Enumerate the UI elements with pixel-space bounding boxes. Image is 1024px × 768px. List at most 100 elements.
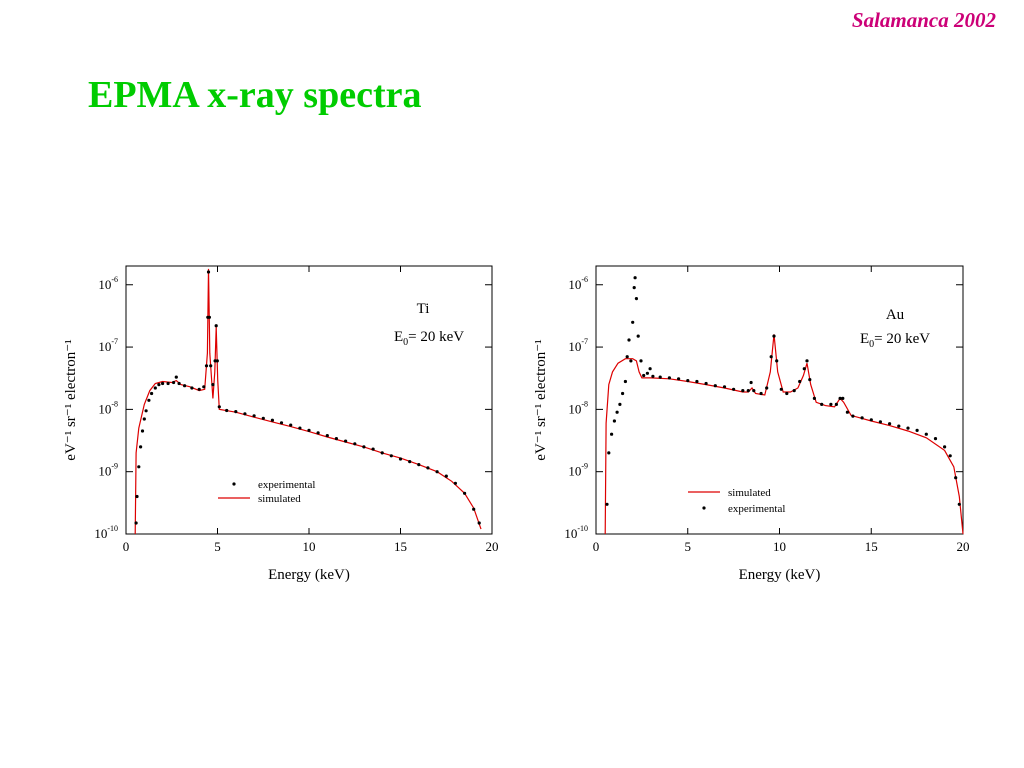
y-tick-label: 10-7 (568, 337, 588, 354)
experimental-data-point (615, 410, 619, 414)
experimental-data-point (279, 421, 284, 425)
experimental-data-point (805, 359, 809, 363)
experimental-data-point (722, 385, 727, 389)
plot-frame (595, 265, 964, 535)
experimental-data-point (820, 402, 824, 406)
experimental-data-point (211, 383, 215, 387)
experimental-data-point (632, 286, 636, 290)
beam-energy-label: E0= 20 keV (860, 331, 930, 350)
spectrum-chart-ti: 0 5 10 15 20 10-10 10-9 10-8 10-7 10-6 Energy (keV… (63, 265, 499, 583)
experimental-data-point (897, 424, 901, 428)
experimental-data-point (144, 409, 148, 413)
experimental-data-point (625, 355, 629, 359)
experimental-data-point (139, 445, 143, 449)
experimental-data-point (206, 270, 211, 274)
experimental-data-point (177, 381, 181, 386)
experimental-data-point (851, 414, 855, 418)
x-tick-label: 0 (593, 539, 600, 554)
experimental-data-point (174, 375, 178, 379)
experimental-data-point (142, 417, 146, 421)
experimental-data-point (153, 386, 157, 390)
experimental-data-point (808, 378, 812, 382)
experimental-data-point (398, 457, 403, 461)
y-tick-label: 10-8 (568, 399, 588, 416)
experimental-data-point (137, 465, 141, 469)
experimental-data-point (785, 391, 789, 396)
experimental-data-point (792, 389, 796, 393)
experimental-data-point (334, 437, 338, 441)
experimental-data-point (463, 491, 467, 495)
y-tick-label: 10-10 (564, 524, 588, 541)
experimental-data-point (252, 414, 256, 418)
experimental-data-point (695, 379, 699, 384)
experimental-data-point (957, 502, 961, 506)
experimental-data-point (749, 380, 753, 385)
experimental-data-point (645, 371, 650, 375)
experimental-data-point (779, 387, 783, 391)
experimental-data-point (860, 416, 864, 420)
x-tick-label: 10 (773, 539, 786, 554)
x-tick-label: 20 (486, 539, 499, 554)
experimental-data-point (161, 381, 165, 386)
experimental-data-point (636, 334, 640, 338)
experimental-data-point (362, 445, 366, 449)
experimental-data-point (612, 419, 617, 423)
experimental-data-point (621, 391, 625, 396)
experimental-data-point (746, 389, 750, 393)
x-axis-label: Energy (keV) (268, 567, 350, 583)
experimental-data-point (772, 334, 776, 338)
legend-swatch-dot (702, 506, 706, 510)
experimental-data-point (183, 384, 187, 388)
experimental-data-point (802, 367, 806, 371)
plot-frame (125, 265, 493, 535)
experimental-data-point (371, 447, 375, 451)
experimental-data-point (906, 426, 910, 430)
y-tick-label: 10-8 (98, 399, 118, 416)
experimental-data-point (234, 410, 238, 414)
x-axis-label: Energy (keV) (739, 567, 821, 583)
experimental-data-point (759, 391, 763, 396)
experimental-data-point (477, 521, 481, 525)
experimental-data-point (261, 416, 265, 420)
experimental-data-point (435, 470, 439, 474)
y-tick-label: 10-9 (568, 462, 588, 479)
experimental-data-point (667, 376, 672, 380)
experimental-data-point (841, 396, 845, 400)
experimental-data-point (213, 359, 217, 363)
experimental-data-point (444, 474, 448, 478)
x-tick-label: 15 (865, 539, 878, 554)
experimental-data-point (915, 428, 919, 432)
x-tick-label: 15 (394, 539, 407, 554)
experimental-data-point (610, 432, 614, 436)
experimental-data-point (775, 359, 779, 363)
y-axis-label: eV⁻¹ sr⁻¹ electron⁻¹ (533, 339, 549, 460)
experimental-data-point (316, 431, 320, 435)
y-tick-label: 10-10 (94, 524, 118, 541)
experimental-data-point (623, 379, 628, 384)
experimental-data-point (943, 445, 947, 449)
experimental-data-point (704, 381, 708, 386)
legend-label: simulated (728, 487, 771, 499)
experimental-data-point (631, 320, 635, 324)
experimental-data-point (605, 502, 609, 506)
legend-label: experimental (728, 503, 785, 515)
experimental-data-point (140, 429, 145, 433)
experimental-data-point (933, 437, 938, 441)
experimental-data-point (642, 373, 646, 378)
experimental-data-point (829, 402, 833, 406)
experimental-data-point (713, 384, 717, 388)
experimental-data-point (225, 408, 229, 413)
experimental-data-point (639, 359, 643, 363)
experimental-data-point (307, 428, 311, 432)
experimental-data-point (215, 359, 219, 363)
experimental-data-point (426, 466, 430, 470)
x-tick-label: 20 (957, 539, 970, 554)
y-tick-label: 10-9 (98, 462, 118, 479)
experimental-data-point (869, 418, 873, 422)
experimental-data-point (878, 420, 883, 424)
experimental-data-point (344, 439, 348, 443)
experimental-data-point (686, 379, 690, 383)
experimental-data-point (197, 387, 201, 391)
experimental-data-point (651, 374, 655, 378)
experimental-data-point (207, 315, 211, 319)
